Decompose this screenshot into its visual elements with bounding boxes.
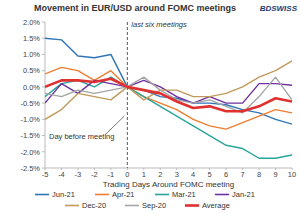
legend-swatch xyxy=(35,194,49,196)
y-tick-label: 0.5% xyxy=(23,66,40,75)
title: Movement in EUR/USD around FOMC meetings xyxy=(34,3,236,13)
legend-label: Dec-20 xyxy=(82,201,106,210)
x-tick-label: 6 xyxy=(224,170,228,179)
chart: Movement in EUR/USD around FOMC meetings… xyxy=(0,0,300,214)
annotation: Day before meeting xyxy=(49,132,114,141)
x-tick-label: -3 xyxy=(75,170,82,179)
legend-swatch xyxy=(185,204,199,207)
annotation-arrow xyxy=(105,116,124,135)
x-tick-label: 5 xyxy=(208,170,212,179)
y-tick-label: 2.0% xyxy=(23,18,40,27)
x-tick-label: 7 xyxy=(241,170,245,179)
y-tick-label: -2.0% xyxy=(20,148,40,157)
series-line xyxy=(45,67,292,129)
x-tick-label: 4 xyxy=(191,170,195,179)
x-tick-label: -4 xyxy=(58,170,65,179)
x-tick-label: -5 xyxy=(42,170,49,179)
legend-swatch xyxy=(155,194,169,196)
y-axis xyxy=(45,22,46,168)
annotation: last six meetings xyxy=(131,20,187,29)
y-tick-label: 1.5% xyxy=(23,34,40,43)
legend-label: Jun-21 xyxy=(52,190,75,199)
x-axis xyxy=(45,168,292,169)
y-tick-label: 0.0% xyxy=(23,83,40,92)
series-line xyxy=(45,61,292,119)
x-tick-label: 2 xyxy=(158,170,162,179)
y-tick-label: -0.5% xyxy=(20,99,40,108)
legend-swatch xyxy=(95,194,109,196)
x-axis-label: Trading Days Around FOMC meeting xyxy=(103,180,234,189)
meeting-divider xyxy=(127,22,128,168)
legend-label: Sep-20 xyxy=(142,201,166,210)
legend-swatch xyxy=(125,205,139,207)
y-tick-label: -2.5% xyxy=(20,164,40,173)
x-tick-label: 3 xyxy=(175,170,179,179)
x-tick-label: -1 xyxy=(108,170,115,179)
series-line xyxy=(45,79,292,111)
legend-swatch xyxy=(215,194,229,196)
x-tick-label: 1 xyxy=(142,170,146,179)
series-line xyxy=(45,77,292,113)
y-tick-label: -1.0% xyxy=(20,115,40,124)
x-tick-label: 8 xyxy=(257,170,261,179)
y-tick-label: 1.0% xyxy=(23,50,40,59)
legend-swatch xyxy=(65,205,79,207)
legend-label: Jan-21 xyxy=(232,190,255,199)
legend-label: Average xyxy=(202,201,230,210)
legend-label: Apr-21 xyxy=(112,190,135,199)
x-tick-label: -2 xyxy=(91,170,98,179)
plot-area xyxy=(45,38,292,158)
y-tick-label: -1.5% xyxy=(20,131,40,140)
logo: BDSWISS xyxy=(260,4,298,13)
x-tick-label: 10 xyxy=(288,170,296,179)
x-tick-label: 9 xyxy=(273,170,277,179)
x-tick-label: 0 xyxy=(125,170,129,179)
series-line xyxy=(45,77,292,158)
legend-label: Mar-21 xyxy=(172,190,196,199)
